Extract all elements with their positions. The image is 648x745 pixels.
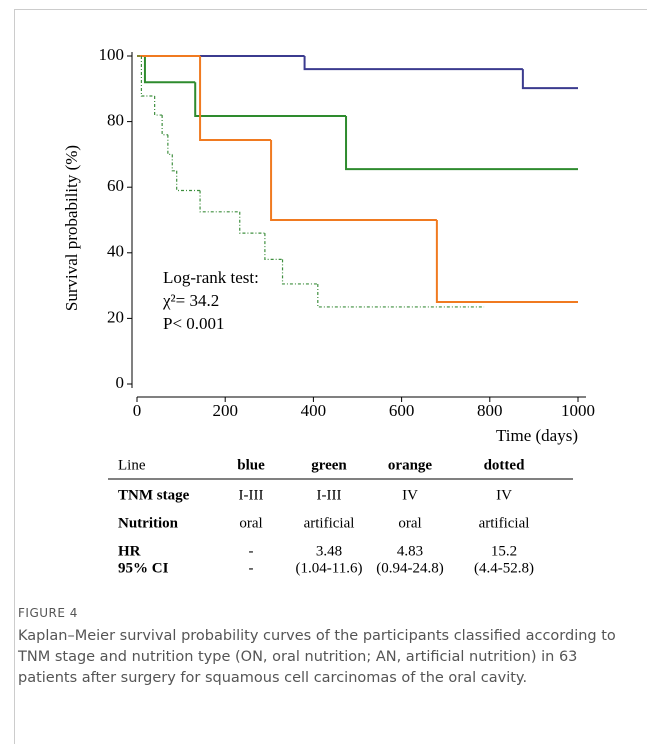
table-cell: IV — [402, 487, 418, 503]
survival-step — [194, 82, 347, 118]
table-header: green — [311, 457, 347, 473]
row-label: 95% CI — [118, 560, 169, 576]
figure-frame — [14, 9, 647, 744]
y-tick-label: 60 — [107, 176, 124, 195]
survival-step — [317, 283, 485, 308]
row-label: TNM stage — [118, 487, 190, 503]
survival-step — [270, 139, 437, 221]
annotation: χ²= 34.2 — [162, 291, 219, 310]
table-cell: 3.48 — [316, 543, 342, 559]
y-tick-label: 20 — [107, 307, 124, 326]
survival-step — [154, 96, 163, 116]
row-label: Nutrition — [118, 515, 179, 531]
row-label: HR — [118, 543, 141, 559]
table-header: blue — [237, 457, 265, 473]
x-tick-label: 0 — [133, 401, 142, 420]
y-tick-label: 40 — [107, 242, 124, 261]
survival-step — [176, 170, 201, 192]
table-cell: 4.83 — [397, 543, 423, 559]
annotation: P< 0.001 — [163, 314, 225, 333]
x-tick-label: 400 — [301, 401, 327, 420]
caption-text: Kaplan–Meier survival probability curves… — [18, 628, 616, 686]
survival-step — [435, 220, 578, 303]
x-tick-label: 200 — [212, 401, 238, 420]
y-tick-label: 100 — [99, 45, 125, 64]
table-cell: (1.04-11.6) — [296, 560, 363, 576]
x-tick-label: 800 — [477, 401, 503, 420]
survival-step — [161, 115, 168, 136]
table-header: orange — [388, 457, 433, 473]
table-header: dotted — [484, 457, 525, 473]
x-tick-label: 1000 — [561, 401, 595, 420]
table-cell: oral — [398, 515, 421, 531]
survival-step — [199, 56, 272, 141]
survival-step — [281, 259, 318, 285]
annotation: Log-rank test: — [163, 268, 259, 287]
table-cell: I-III — [239, 487, 264, 503]
table-cell: artificial — [304, 515, 355, 531]
caption: FIGURE 4 Kaplan–Meier survival probabili… — [18, 606, 630, 689]
table-cell: oral — [239, 515, 262, 531]
survival-step — [171, 154, 177, 172]
y-tick-label: 80 — [107, 111, 124, 130]
table-cell: (0.94-24.8) — [376, 560, 444, 576]
survival-step — [521, 69, 578, 90]
survival-step — [199, 190, 240, 213]
x-tick-label: 600 — [389, 401, 415, 420]
table-cell: IV — [496, 487, 512, 503]
survival-step — [167, 134, 173, 155]
survival-step — [140, 56, 155, 97]
survival-step — [143, 56, 196, 84]
table-cell: 15.2 — [491, 543, 517, 559]
table-cell: I-III — [317, 487, 342, 503]
table-cell: - — [249, 543, 254, 559]
y-tick-label: 0 — [116, 373, 125, 392]
table-header: Line — [118, 457, 146, 473]
chart: Survival probability (%) Time (days) Log… — [62, 45, 595, 577]
survival-step — [303, 56, 523, 71]
survival-step — [264, 233, 283, 260]
survival-step — [239, 211, 265, 234]
survival-step — [345, 116, 578, 171]
x-axis-label: Time (days) — [496, 426, 578, 445]
figure-label: FIGURE 4 — [18, 606, 78, 620]
table-cell: - — [249, 560, 254, 576]
y-axis-label: Survival probability (%) — [62, 145, 81, 311]
table-cell: artificial — [479, 515, 530, 531]
table-cell: (4.4-52.8) — [474, 560, 534, 576]
